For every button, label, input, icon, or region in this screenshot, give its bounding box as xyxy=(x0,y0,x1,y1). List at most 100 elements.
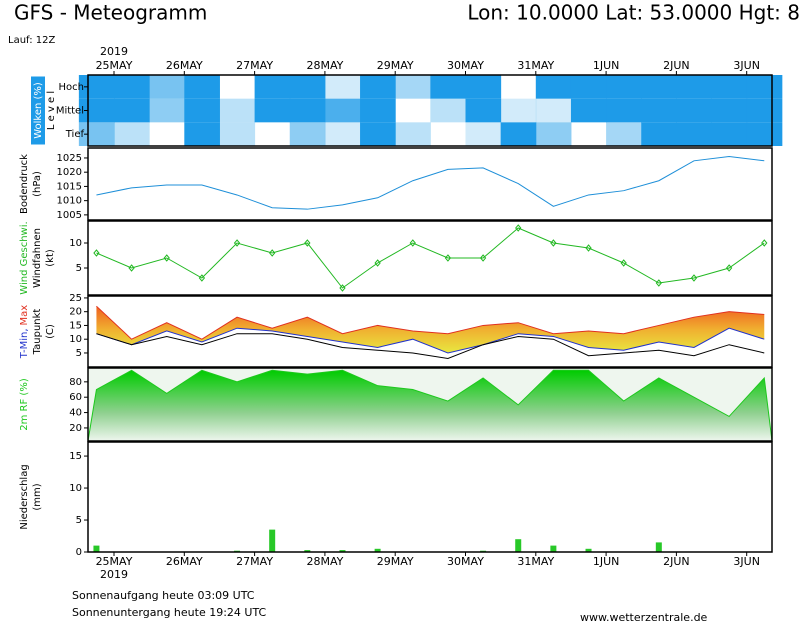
year: 2019 xyxy=(100,568,128,581)
y-unit: (C) xyxy=(45,324,56,339)
y-label: Bodendruck xyxy=(19,154,30,214)
y-tick-label: 10 xyxy=(69,334,82,345)
line xyxy=(96,333,765,359)
x-tick-label: 29MAY xyxy=(377,59,414,72)
row-label: Hoch xyxy=(59,82,84,93)
panel-label-text: Windfahnen xyxy=(32,228,43,288)
cloud-cell xyxy=(360,122,396,146)
y-tick-label: 20 xyxy=(69,307,82,318)
y-tick-label: 25 xyxy=(69,293,82,304)
panel-2 xyxy=(93,224,768,292)
y-tick-label: 40 xyxy=(69,408,82,419)
label-bg xyxy=(31,76,45,145)
cloud-cell xyxy=(324,98,361,123)
x-tick-label: 26MAY xyxy=(166,555,203,568)
cloud-cell xyxy=(395,122,431,146)
cloud-cell xyxy=(289,122,326,146)
cloud-cell xyxy=(114,75,150,99)
precip-bar xyxy=(339,550,346,552)
panel-label: 2m RF (%) xyxy=(19,378,30,431)
marker xyxy=(128,264,135,272)
precip-bar xyxy=(550,545,557,552)
cloud-cell xyxy=(219,98,256,123)
line xyxy=(96,305,765,340)
cloud-cell xyxy=(360,98,396,123)
y-label: Wind Geschwi. xyxy=(19,221,30,294)
cloud-cell xyxy=(254,75,291,99)
panel-label: Bodendruck (hPa) xyxy=(19,154,43,214)
panel-label-text: T-Min, Max xyxy=(19,305,30,359)
series-name: T-Min, xyxy=(19,328,30,359)
x-tick-label: 2JUN xyxy=(663,59,690,72)
cloud-cell xyxy=(289,98,326,123)
cloud-cell xyxy=(255,122,291,146)
precip-bar xyxy=(93,545,100,552)
cloud-cell xyxy=(676,122,713,146)
cloud-cell xyxy=(184,122,220,146)
y-tick-label: 1010 xyxy=(57,196,82,207)
cloud-cell xyxy=(219,75,255,99)
x-tick-label: 29MAY xyxy=(377,555,414,568)
marker xyxy=(233,239,241,247)
y-tick-label: 80 xyxy=(69,377,82,388)
x-tick-label: 28MAY xyxy=(306,555,343,568)
marker xyxy=(163,254,170,262)
cloud-cell xyxy=(395,99,431,123)
cloud-cell xyxy=(500,122,537,146)
x-tick-label: 30MAY xyxy=(447,555,484,568)
series-name: Max xyxy=(19,305,30,326)
cloud-cell xyxy=(149,98,185,123)
y-tick-label: 60 xyxy=(69,392,82,403)
marker xyxy=(690,274,698,282)
marker xyxy=(93,249,100,257)
marker xyxy=(409,239,416,247)
panel-frame xyxy=(87,441,773,553)
cloud-cell xyxy=(430,98,467,123)
x-tick-label: 30MAY xyxy=(447,59,484,72)
panel-4 xyxy=(87,368,773,442)
cloud-cell xyxy=(746,122,783,146)
x-tick-label: 31MAY xyxy=(517,59,554,72)
panel-label-text: (C) xyxy=(45,324,56,339)
y-tick-label: 1005 xyxy=(57,210,82,221)
x-tick-label: 1JUN xyxy=(593,59,620,72)
marker xyxy=(725,264,733,272)
x-tick-label: 31MAY xyxy=(517,555,554,568)
series-name: Taupunkt xyxy=(32,309,43,356)
cloud-cell xyxy=(500,98,537,123)
y-tick-label: 5 xyxy=(76,263,82,274)
title: GFS - Meteogramm xyxy=(14,1,207,25)
panel-5 xyxy=(93,529,662,552)
panel-label-text: Bodendruck xyxy=(19,154,30,214)
cloud-cell xyxy=(184,98,220,123)
y-label: Niederschlag xyxy=(19,464,30,529)
row-label: Tief xyxy=(65,129,85,140)
marker xyxy=(585,244,592,252)
marker xyxy=(269,249,276,257)
cloud-cell xyxy=(535,98,572,123)
cloud-cell xyxy=(430,75,467,99)
x-tick-label: 27MAY xyxy=(236,59,273,72)
panel-label-text: Niederschlag xyxy=(19,464,30,529)
cloud-cell xyxy=(501,75,537,99)
cloud-cell xyxy=(324,75,361,99)
cloud-cell xyxy=(395,75,431,99)
y-unit: (hPa) xyxy=(32,171,43,197)
cloud-cell xyxy=(535,75,572,99)
cloud-cell xyxy=(606,122,642,146)
cloud-cell xyxy=(711,98,748,123)
marker xyxy=(655,279,662,287)
cloud-cell xyxy=(324,122,361,146)
panel-frame xyxy=(87,220,773,296)
cloud-cell xyxy=(465,75,502,99)
y-unit: (mm) xyxy=(32,483,43,510)
y-tick-label: 5 xyxy=(76,515,82,526)
panel-frame xyxy=(87,367,773,442)
y-label: Wolken (%) xyxy=(33,82,44,139)
cloud-cell xyxy=(711,75,748,99)
y-tick-label: 1025 xyxy=(57,153,82,164)
x-tick-label: 27MAY xyxy=(236,555,273,568)
cloud-cell xyxy=(430,122,466,146)
run: Lauf: 12Z xyxy=(8,35,55,46)
row-label: Mittel xyxy=(56,106,84,117)
